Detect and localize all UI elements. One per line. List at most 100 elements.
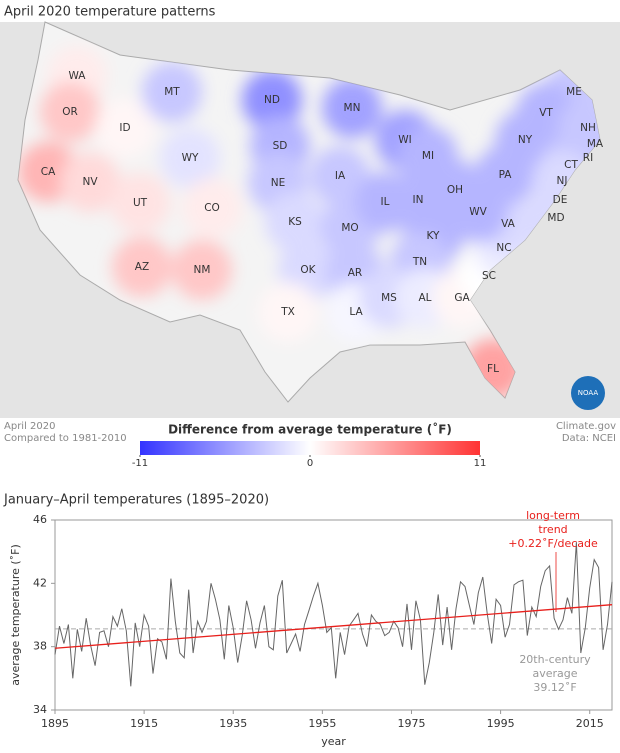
note-date: April 2020 (4, 421, 55, 432)
colorbar-ticks: -11 0 11 (132, 455, 487, 469)
state-label: OH (447, 184, 463, 196)
x-tick-label: 1915 (130, 717, 158, 730)
colorbar-tick-label: -11 (132, 458, 148, 469)
state-label: SC (482, 270, 496, 282)
state-label: NE (271, 177, 286, 189)
state-label: IA (335, 170, 346, 182)
state-label: CA (41, 166, 56, 178)
state-label: MS (381, 292, 397, 304)
state-label: WY (182, 152, 199, 164)
state-label: KY (427, 230, 441, 242)
state-label: MT (164, 86, 180, 98)
state-label: LA (349, 306, 363, 318)
state-label: MO (341, 222, 358, 234)
state-label: ME (566, 86, 582, 98)
state-label: TN (412, 256, 427, 268)
state-label: OK (300, 264, 316, 276)
state-label: OR (62, 106, 78, 118)
trend-line (54, 604, 613, 649)
state-fill (182, 178, 242, 238)
trend-label: long-term (526, 509, 580, 522)
note-source: Climate.gov (556, 421, 616, 432)
state-fill (242, 70, 302, 130)
x-tick-label: 2015 (576, 717, 604, 730)
noaa-logo (571, 376, 605, 410)
x-tick-label: 1995 (487, 717, 515, 730)
state-label: NV (82, 176, 98, 188)
colorbar (140, 441, 480, 455)
state-label: ID (119, 122, 130, 134)
colorbar-title: Difference from average temperature (˚F) (168, 422, 452, 437)
state-fill (265, 192, 325, 252)
state-label: UT (133, 197, 148, 209)
x-axis-label: year (321, 735, 346, 748)
state-label: MA (587, 138, 604, 150)
state-label: AR (348, 267, 362, 279)
state-label: VT (539, 107, 553, 119)
y-axis-label: average temperature (˚F) (9, 544, 22, 686)
plot-frame (54, 519, 613, 711)
state-fill (60, 152, 120, 212)
x-tick-label: 1895 (41, 717, 69, 730)
state-label: MD (547, 212, 564, 224)
state-label: ND (264, 94, 280, 106)
state-label: RI (583, 152, 593, 164)
x-tick-label: 1955 (308, 717, 336, 730)
y-tick-label: 42 (33, 576, 47, 589)
y-tick-label: 34 (33, 703, 47, 716)
colorbar-tick-label: 11 (474, 458, 487, 469)
state-label: CO (204, 202, 220, 214)
state-fill (110, 173, 170, 233)
trend-rate: +0.22˚F/decade (508, 537, 598, 550)
state-label: TX (280, 306, 295, 318)
state-label: DE (553, 194, 568, 206)
state-label: FL (487, 363, 499, 375)
state-fill (160, 128, 220, 188)
average-label: 20th-century (519, 653, 591, 666)
state-label: MI (422, 150, 434, 162)
state-label: IL (381, 196, 390, 208)
state-fill (310, 146, 370, 206)
state-label: CT (564, 159, 578, 171)
map-title: April 2020 temperature patterns (4, 5, 216, 20)
colorbar-tick-label: 0 (307, 458, 313, 469)
state-label: VA (501, 218, 516, 230)
note-baseline: Compared to 1981-2010 (4, 433, 127, 444)
state-fill (172, 240, 232, 300)
y-tick-label: 38 (33, 640, 47, 653)
state-fill (40, 82, 100, 142)
note-data: Data: NCEI (562, 433, 616, 444)
state-label: NC (496, 242, 511, 254)
temperature-line (54, 542, 613, 687)
state-label: WI (398, 134, 411, 146)
x-tick-label: 1935 (219, 717, 247, 730)
trend-label: trend (538, 523, 567, 536)
chart-title: January–April temperatures (1895–2020) (3, 493, 269, 508)
state-label: IN (413, 194, 424, 206)
state-fill (322, 78, 382, 138)
state-labels: WA OR CA NV ID MT WY UT CO AZ NM ND SD NE KS OK TX MN IA MO… (41, 70, 604, 375)
state-label: WV (469, 206, 487, 218)
state-label: GA (454, 292, 470, 304)
state-label: NJ (557, 175, 568, 187)
state-label: MN (344, 102, 361, 114)
state-label: AZ (135, 261, 149, 273)
state-label: KS (288, 216, 302, 228)
state-label: WA (69, 70, 87, 82)
state-label: PA (499, 169, 513, 181)
state-label: NH (580, 122, 596, 134)
average-value: 39.12˚F (533, 681, 576, 694)
x-tick-label: 1975 (397, 717, 425, 730)
state-label: SD (273, 140, 288, 152)
y-tick-label: 46 (33, 513, 47, 526)
state-label: AL (418, 292, 431, 304)
state-fill (258, 282, 318, 342)
state-fill (95, 98, 155, 158)
average-label: average (532, 667, 577, 680)
chart: 34 38 42 46 1895 1915 1935 1955 1975 1995 2015 year… (9, 509, 613, 748)
state-label: NY (518, 134, 533, 146)
state-label: NM (194, 264, 211, 276)
state-fill (142, 62, 202, 122)
state-fill (112, 237, 172, 297)
